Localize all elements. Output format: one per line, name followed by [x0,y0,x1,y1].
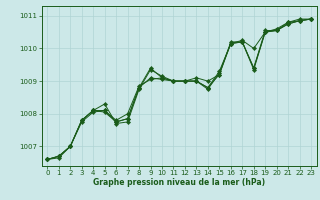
X-axis label: Graphe pression niveau de la mer (hPa): Graphe pression niveau de la mer (hPa) [93,178,265,187]
